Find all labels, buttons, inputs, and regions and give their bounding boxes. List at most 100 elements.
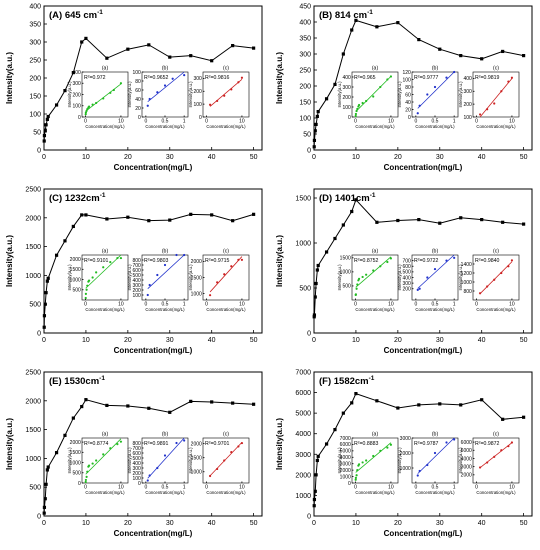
inset-x-axis-title: Concentration(mg/L)	[415, 124, 455, 129]
inset-data-point	[146, 293, 149, 297]
inset-data-point	[357, 103, 361, 107]
inset-data-point	[453, 256, 456, 259]
y-tick-label: 50	[33, 130, 41, 137]
inset-y-tick-label: 3000	[400, 436, 411, 442]
inset-y-tick-label: 4000	[340, 455, 351, 461]
x-tick-label: 50	[520, 337, 528, 344]
inset-data-point	[86, 470, 89, 473]
inset-data-point	[95, 101, 98, 105]
inset-y-tick-label: 500	[342, 284, 351, 290]
inset-letter: (a)	[372, 432, 379, 438]
inset-data-point	[445, 441, 448, 444]
inset-y-axis-title: Intensity(a.u.)	[397, 81, 402, 108]
y-tick-label: 1500	[25, 244, 41, 251]
inset-y-tick-label: 400	[342, 75, 351, 81]
x-axis-title: Concentration(mg/L)	[114, 163, 193, 172]
y-tick-label: 350	[29, 22, 41, 29]
inset-frame	[202, 254, 250, 301]
inset-fit-line	[355, 442, 392, 473]
inset-data-point	[493, 455, 496, 458]
x-tick-label: 30	[436, 520, 444, 527]
x-tick-label: 50	[250, 520, 258, 527]
data-point	[63, 89, 67, 93]
inset-y-tick-label: 200	[72, 92, 81, 98]
data-point	[480, 218, 484, 222]
inset-fit-line	[479, 78, 513, 118]
inset-data-point	[240, 258, 244, 261]
inset-y-tick-label: 40	[405, 100, 411, 106]
data-point	[44, 123, 48, 127]
inset-data-point	[361, 101, 364, 105]
data-point	[147, 406, 151, 410]
inset-x-tick-label: 0.5	[162, 302, 169, 308]
panel-title-superscript: -1	[97, 9, 103, 16]
inset-fit-line	[479, 261, 513, 294]
data-point	[314, 281, 318, 286]
inset-data-point	[357, 277, 361, 281]
inset-data-point	[433, 85, 437, 89]
y-tick-label: 200	[29, 76, 41, 83]
inset-r2-label: R²=0.8752	[354, 258, 378, 264]
inset-x-tick-label: 10	[509, 485, 515, 491]
data-point	[46, 114, 50, 119]
data-point	[45, 468, 49, 472]
data-point	[54, 253, 59, 257]
inset-data-point	[500, 90, 503, 93]
inset-x-tick-label: 0	[354, 485, 357, 491]
data-point	[316, 110, 320, 114]
y-tick-label: 2500	[25, 370, 41, 377]
inset-frame	[411, 254, 459, 301]
inset-y-axis-title: Intensity(a.u.)	[337, 81, 342, 108]
inset-x-tick-label: 10	[118, 119, 124, 125]
inset-letter: (b)	[162, 249, 169, 255]
inset-fit-line	[355, 256, 392, 288]
panel-title-superscript: -1	[99, 375, 105, 382]
inset-data-point	[223, 459, 226, 462]
data-point	[459, 403, 463, 407]
inset-y-tick-label: 5000	[461, 448, 472, 454]
data-point	[312, 138, 317, 142]
data-point	[333, 428, 337, 432]
plot-frame	[313, 371, 533, 517]
inset-r2-label: R²=0.9840	[475, 258, 499, 264]
inset-r2-label: R²=0.9787	[414, 441, 438, 447]
panel-title: (C) 1232cm-1	[49, 192, 106, 204]
data-point	[71, 416, 75, 420]
data-point	[46, 276, 50, 280]
data-point	[210, 59, 214, 63]
inset-data-point	[445, 76, 448, 79]
data-point	[438, 221, 442, 225]
inset-r2-label: R²=0.8883	[354, 441, 378, 447]
inset-x-axis-title: Concentration(mg/L)	[85, 307, 125, 312]
inset-letter: (c)	[493, 432, 499, 438]
inset-x-tick-label: 10	[118, 302, 124, 308]
inset-y-axis-title: Intensity(a.u.)	[397, 264, 402, 291]
data-point	[417, 38, 421, 42]
inset-letter: (a)	[102, 432, 109, 438]
data-point	[375, 399, 379, 403]
panel-title-superscript: -1	[369, 375, 375, 382]
y-tick-label: 0	[37, 331, 41, 338]
y-tick-label: 300	[299, 52, 311, 59]
data-point	[333, 236, 337, 241]
inset-y-tick-label: 1000	[340, 270, 351, 276]
inset-y-tick-label: 4000	[461, 456, 472, 462]
inset-y-tick-label: 300	[132, 466, 141, 472]
data-point	[84, 36, 88, 40]
inset-data-point	[175, 441, 178, 445]
data-point	[63, 239, 67, 243]
y-tick-label: 400	[29, 4, 41, 11]
inset-y-tick-label: 1500	[191, 275, 202, 281]
inset-x-tick-label: 0	[354, 119, 357, 125]
data-point	[42, 314, 47, 318]
inset-data-point	[416, 288, 419, 291]
x-tick-label: 40	[478, 520, 486, 527]
inset-x-tick-label: 1	[453, 119, 456, 125]
inset-data-point	[237, 81, 240, 84]
data-point	[168, 55, 172, 59]
inset-data-point	[156, 91, 159, 94]
inset-y-tick-label: 400	[132, 278, 141, 284]
inset-data-point	[109, 261, 112, 264]
